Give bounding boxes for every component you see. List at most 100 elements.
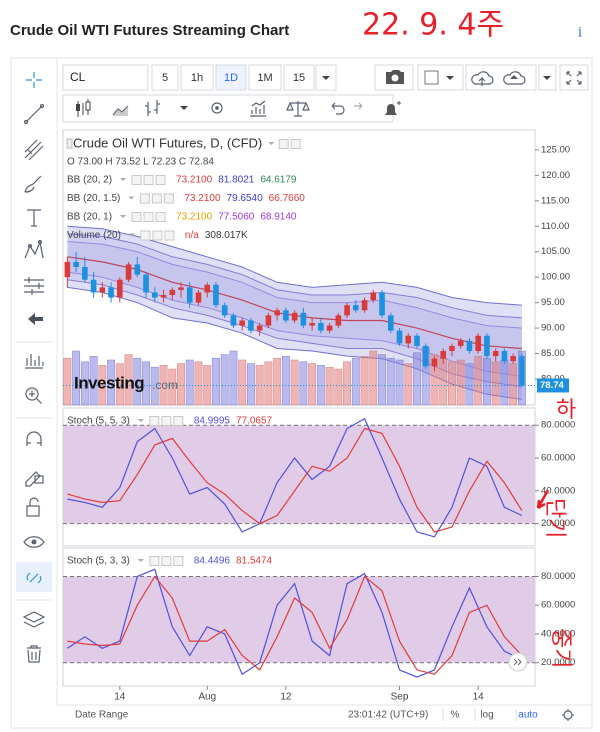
cloud-buttons[interactable] bbox=[465, 64, 537, 91]
trendline-tool[interactable] bbox=[23, 103, 45, 125]
legend-icon[interactable] bbox=[151, 193, 162, 204]
interval-button[interactable] bbox=[248, 64, 282, 91]
last-price-tag bbox=[537, 378, 569, 393]
volume-bar bbox=[448, 361, 456, 406]
legend-name: BB (20, 1) bbox=[67, 212, 112, 223]
legend-icon[interactable] bbox=[278, 139, 289, 149]
candle-body bbox=[484, 335, 490, 357]
legend-icon[interactable] bbox=[131, 175, 142, 185]
legend-icon[interactable] bbox=[152, 230, 163, 241]
pattern-tool[interactable] bbox=[24, 239, 44, 259]
scroll-button[interactable] bbox=[508, 652, 528, 672]
legend-icon[interactable] bbox=[149, 556, 160, 566]
candle-body bbox=[134, 264, 141, 275]
redo-icon[interactable] bbox=[354, 102, 363, 110]
handwritten-arrow bbox=[536, 489, 550, 510]
y-tick-label: 60.0000 bbox=[541, 453, 575, 464]
compare-icon[interactable] bbox=[286, 101, 310, 117]
legend-icon[interactable] bbox=[149, 416, 160, 426]
sync-tool[interactable] bbox=[16, 562, 52, 592]
legend-arrow[interactable] bbox=[120, 178, 127, 181]
volume-bar bbox=[194, 361, 203, 406]
volume-bar bbox=[483, 357, 491, 406]
symbol-text: CL bbox=[70, 70, 86, 84]
legend-icon[interactable] bbox=[140, 230, 151, 241]
handwritten-note: 하 bbox=[556, 398, 576, 423]
collapse-box[interactable] bbox=[66, 138, 73, 149]
fullscreen-button[interactable] bbox=[559, 64, 589, 91]
remove-drawings-arrow[interactable] bbox=[28, 313, 43, 325]
area-style-fill bbox=[113, 106, 128, 116]
interval-button[interactable] bbox=[151, 64, 179, 91]
volume-bar bbox=[509, 363, 518, 406]
cloud-upload[interactable] bbox=[503, 71, 526, 85]
legend-icon[interactable] bbox=[143, 175, 154, 185]
status-option[interactable]: auto bbox=[518, 710, 538, 721]
visibility-tool[interactable] bbox=[23, 536, 45, 548]
interval-label: 1D bbox=[224, 72, 238, 84]
legend-icon[interactable] bbox=[290, 139, 301, 149]
status-option[interactable]: % bbox=[451, 710, 460, 721]
candle-body bbox=[265, 315, 272, 326]
status-option[interactable]: log bbox=[480, 710, 493, 721]
interval-button[interactable] bbox=[215, 64, 247, 91]
legend-icon[interactable] bbox=[131, 212, 142, 222]
cloud-download[interactable] bbox=[471, 71, 494, 86]
legend-value: 73.2100 bbox=[176, 175, 213, 186]
legend-arrow[interactable] bbox=[128, 196, 135, 200]
legend-icon[interactable] bbox=[173, 556, 184, 566]
legend-arrow[interactable] bbox=[268, 142, 275, 145]
settings-icon[interactable] bbox=[211, 102, 223, 114]
lock-drawing-tool[interactable] bbox=[25, 471, 44, 487]
stoch-band bbox=[63, 425, 535, 524]
candle-body bbox=[169, 289, 176, 295]
volume-bar bbox=[404, 363, 413, 406]
legend-icon[interactable] bbox=[155, 175, 166, 185]
legend-icon[interactable] bbox=[161, 416, 172, 426]
brush-tool[interactable] bbox=[24, 175, 42, 193]
pitchfork-tool[interactable] bbox=[24, 139, 44, 161]
candle-body bbox=[387, 315, 394, 331]
handwritten-note: 22. 9. 4주 bbox=[362, 8, 504, 43]
legend-arrow[interactable] bbox=[137, 419, 144, 422]
indicators-tool[interactable] bbox=[25, 354, 44, 369]
legend-icon[interactable] bbox=[163, 193, 174, 204]
legend-value: 84.4496 bbox=[194, 556, 231, 567]
legend-icon[interactable] bbox=[143, 212, 154, 222]
legend-icon[interactable] bbox=[155, 212, 166, 222]
undo-icon[interactable] bbox=[331, 102, 345, 115]
layers-tool[interactable] bbox=[22, 611, 46, 628]
volume-bar bbox=[124, 354, 133, 406]
legend-icon[interactable] bbox=[164, 230, 175, 241]
date-range-button[interactable]: Date Range bbox=[75, 710, 129, 721]
legend-arrow[interactable] bbox=[128, 233, 135, 237]
legend-icon[interactable] bbox=[161, 556, 172, 566]
volume-bar bbox=[63, 357, 72, 406]
trash-tool[interactable] bbox=[27, 645, 41, 663]
page-title: Crude Oil WTI Futures Streaming Chart bbox=[10, 22, 289, 39]
bar-style-icon[interactable] bbox=[145, 100, 160, 116]
info-icon[interactable]: i bbox=[578, 26, 582, 41]
zoom-tool[interactable] bbox=[25, 387, 42, 404]
volume-bar bbox=[351, 357, 360, 406]
y-tick-label: 80.0000 bbox=[541, 571, 575, 582]
lock-tool[interactable] bbox=[26, 497, 40, 517]
text-tool[interactable] bbox=[27, 209, 41, 227]
magnet-tool[interactable] bbox=[26, 431, 42, 446]
symbol-input[interactable] bbox=[62, 64, 149, 91]
alert-icon[interactable] bbox=[385, 104, 397, 115]
crosshair-tool[interactable] bbox=[26, 72, 42, 88]
legend-icon[interactable] bbox=[173, 416, 184, 426]
candle-body bbox=[300, 312, 307, 326]
measure-tool[interactable] bbox=[24, 277, 44, 295]
candle-body bbox=[99, 287, 106, 293]
interval-button[interactable] bbox=[283, 64, 315, 91]
legend-icon[interactable] bbox=[139, 193, 150, 204]
interval-button[interactable] bbox=[180, 64, 214, 91]
indicators-icon[interactable] bbox=[250, 100, 266, 117]
volume-bar bbox=[369, 350, 378, 406]
legend-arrow[interactable] bbox=[120, 215, 127, 218]
candle-body bbox=[186, 287, 193, 303]
legend-arrow[interactable] bbox=[137, 559, 144, 562]
volume-bar bbox=[308, 363, 317, 406]
